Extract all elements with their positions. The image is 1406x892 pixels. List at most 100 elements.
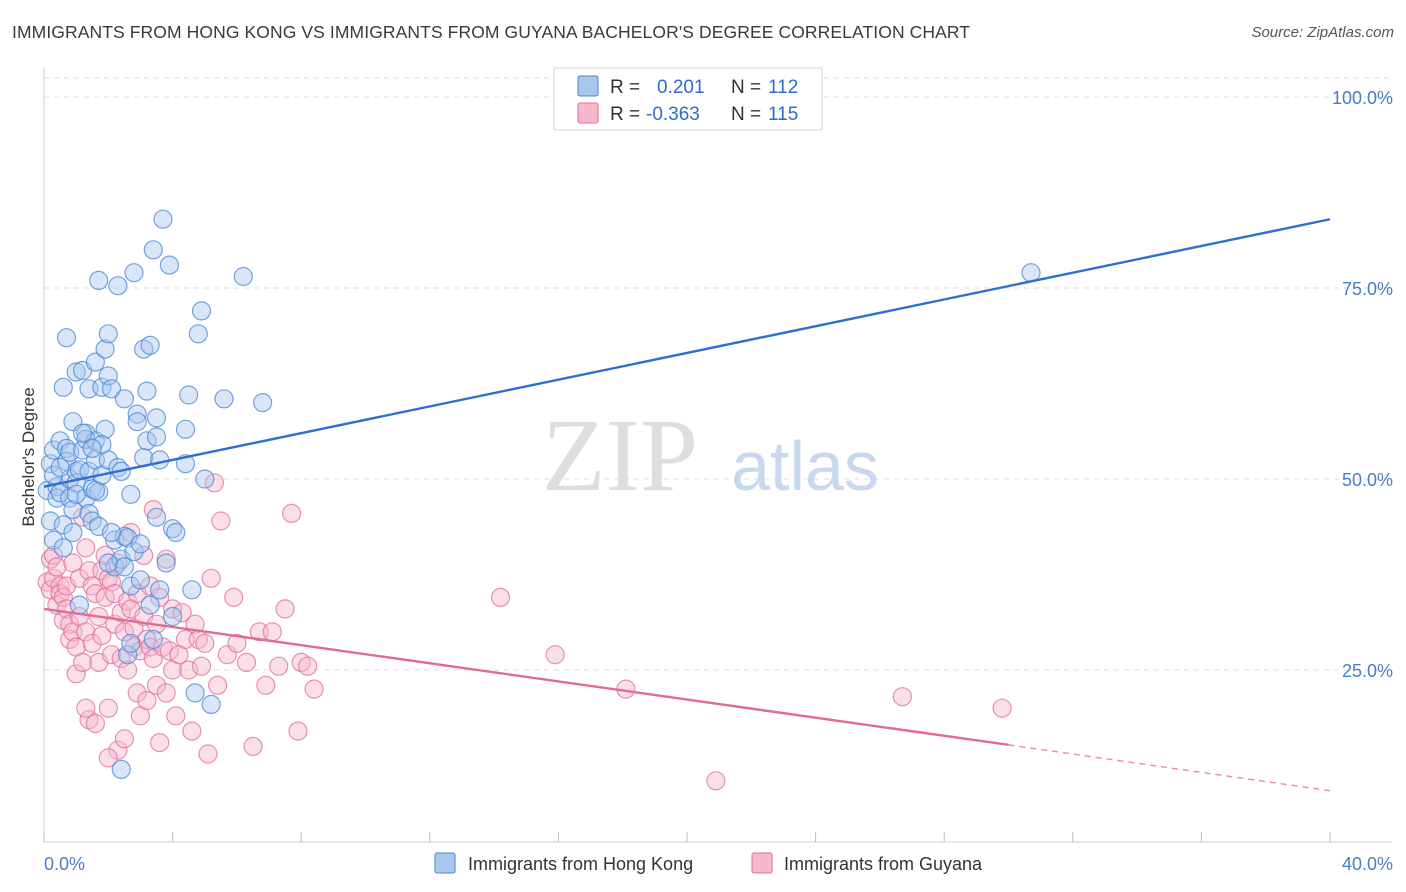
guyana-point bbox=[992, 698, 1012, 718]
x-tick-label-max: 40.0% bbox=[1342, 854, 1393, 874]
hongkong-points bbox=[37, 209, 1041, 779]
hongkong-point bbox=[117, 645, 138, 665]
guyana-point bbox=[198, 744, 218, 764]
hongkong-point bbox=[233, 266, 253, 287]
guyana-point bbox=[43, 545, 64, 566]
hongkong-point bbox=[150, 580, 170, 600]
guyana-point bbox=[208, 675, 228, 695]
hongkong-point bbox=[179, 385, 199, 405]
hongkong-point bbox=[143, 240, 163, 260]
hongkong-point bbox=[69, 595, 90, 615]
x-tick-labels: 0.0% 40.0% bbox=[44, 854, 1393, 874]
hongkong-point bbox=[137, 381, 157, 401]
hongkong-point bbox=[114, 389, 135, 409]
guyana-point bbox=[545, 645, 565, 665]
y-axis-label: Bachelor's Degree bbox=[19, 387, 38, 526]
hongkong-point bbox=[163, 519, 183, 539]
guyana-point bbox=[892, 687, 913, 707]
legend-r-value-hongkong: 0.201 bbox=[657, 77, 705, 98]
y-tick-label: 75.0% bbox=[1342, 279, 1393, 299]
guyana-point bbox=[204, 473, 224, 493]
hongkong-point bbox=[92, 435, 112, 455]
guyana-point bbox=[98, 698, 118, 718]
hongkong-point bbox=[95, 419, 115, 439]
legend-n-value-hongkong: 112 bbox=[768, 77, 798, 98]
hongkong-point bbox=[201, 694, 221, 715]
hongkong-point bbox=[85, 480, 106, 501]
trend-lines bbox=[43, 218, 1331, 792]
guyana-point bbox=[150, 732, 170, 753]
hongkong-point bbox=[188, 324, 208, 344]
guyana-point bbox=[159, 641, 179, 661]
guyana-point bbox=[182, 721, 202, 741]
hongkong-point bbox=[175, 419, 196, 439]
guyana-point bbox=[269, 656, 289, 676]
guyana-point bbox=[117, 591, 138, 611]
y-tick-label: 50.0% bbox=[1342, 470, 1393, 490]
watermark-zip: ZIP bbox=[542, 398, 698, 513]
guyana-point bbox=[101, 572, 122, 592]
hongkong-point bbox=[98, 324, 118, 344]
guyana-point bbox=[288, 721, 308, 741]
guyana-point bbox=[166, 706, 186, 726]
hongkong-point bbox=[53, 538, 73, 558]
hongkong-point bbox=[214, 389, 234, 409]
guyana-point bbox=[179, 660, 199, 680]
hongkong-point bbox=[121, 484, 141, 504]
legend-swatch-guyana bbox=[577, 102, 599, 124]
hongkong-point bbox=[195, 469, 215, 489]
hongkong-point bbox=[108, 276, 128, 296]
legend-n-label-hongkong: N = bbox=[731, 77, 761, 98]
hongkong-point bbox=[121, 633, 141, 653]
legend-r-label-guyana: R = bbox=[610, 104, 640, 125]
guyana-point bbox=[53, 587, 73, 608]
guyana-point bbox=[304, 679, 324, 699]
series-legend: Immigrants from Hong Kong Immigrants fro… bbox=[434, 852, 983, 874]
hongkong-point bbox=[72, 423, 93, 443]
legend-swatch-hongkong bbox=[577, 75, 599, 97]
bottom-legend-label-hongkong: Immigrants from Hong Kong bbox=[468, 854, 693, 874]
guyana-point bbox=[72, 652, 93, 673]
legend-box bbox=[553, 67, 823, 131]
guyana-point bbox=[47, 557, 67, 577]
hongkong-point bbox=[98, 553, 118, 573]
guyana-point bbox=[108, 740, 128, 760]
hongkong-point bbox=[53, 515, 73, 535]
hongkong-point bbox=[114, 557, 135, 577]
guyana-point bbox=[127, 683, 147, 703]
hongkong-point bbox=[140, 335, 160, 355]
hongkong-point bbox=[53, 377, 73, 397]
guyana-point bbox=[76, 538, 96, 558]
guyana-points bbox=[37, 473, 1012, 791]
guyana-point bbox=[172, 603, 192, 623]
hongkong-point bbox=[156, 553, 176, 573]
chart-source: Source: ZipAtlas.com bbox=[1251, 24, 1394, 41]
hongkong-point bbox=[137, 431, 157, 451]
guyana-point bbox=[111, 603, 131, 623]
guyana-point bbox=[101, 645, 122, 665]
guyana-point bbox=[114, 729, 135, 749]
guyana-trend-extension bbox=[1008, 744, 1331, 792]
guyana-point bbox=[163, 599, 183, 619]
guyana-point bbox=[76, 622, 96, 642]
hongkong-point bbox=[50, 457, 70, 478]
y-tick-labels: 25.0% 50.0% 75.0% 100.0% bbox=[1332, 88, 1393, 681]
hongkong-point bbox=[130, 570, 150, 590]
guyana-point bbox=[191, 656, 212, 676]
guyana-point bbox=[706, 771, 726, 791]
guyana-trend-line bbox=[43, 607, 1009, 747]
legend-r-label-hongkong: R = bbox=[610, 77, 640, 98]
guyana-point bbox=[76, 698, 96, 718]
bottom-legend-label-guyana: Immigrants from Guyana bbox=[784, 854, 983, 874]
hongkong-point bbox=[101, 522, 122, 543]
guyana-point bbox=[243, 736, 263, 757]
guyana-point bbox=[201, 568, 221, 588]
guyana-point bbox=[134, 545, 154, 566]
hongkong-point bbox=[82, 438, 102, 458]
hongkong-point bbox=[127, 404, 147, 424]
hongkong-point bbox=[191, 301, 212, 321]
guyana-point bbox=[150, 587, 170, 608]
bottom-legend-swatch-hongkong bbox=[434, 852, 456, 874]
hongkong-point bbox=[66, 484, 86, 504]
guyana-point bbox=[146, 675, 167, 695]
